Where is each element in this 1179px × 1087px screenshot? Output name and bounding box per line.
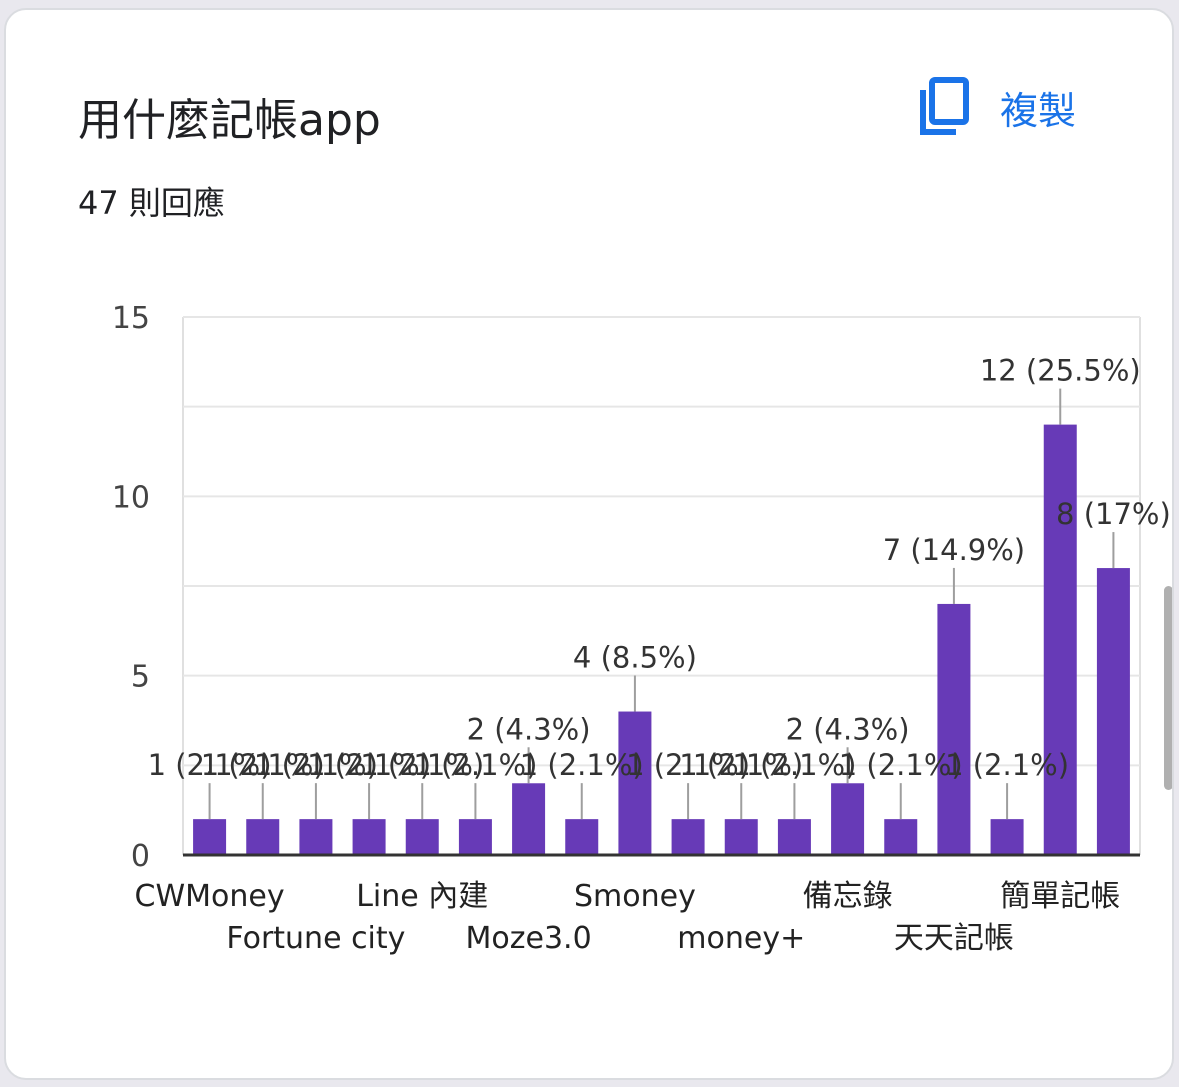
bar	[831, 783, 865, 855]
data-label: 1 (2.1%)	[413, 748, 537, 782]
data-label: 1 (2.1%)	[732, 748, 856, 782]
bar	[512, 783, 546, 855]
x-category-label: money+	[677, 921, 805, 956]
y-tick-label: 15	[112, 301, 150, 336]
bar	[299, 819, 333, 855]
x-category-label: Fortune city	[226, 921, 405, 956]
bar	[618, 711, 652, 855]
copy-button[interactable]: 複製	[918, 74, 1118, 140]
bar	[1043, 424, 1077, 855]
y-axis-ticks: 0 5 10 15	[112, 301, 150, 874]
data-label: 1 (2.1%)	[945, 748, 1069, 782]
x-category-label: 天天記帳	[894, 921, 1014, 956]
data-label: 12 (25.5%)	[980, 354, 1141, 388]
question-title: 用什麼記帳app	[78, 95, 381, 146]
data-label: 2 (4.3%)	[467, 712, 591, 746]
data-label: 1 (2.1%)	[679, 748, 803, 782]
bar	[193, 819, 227, 855]
data-label: 7 (14.9%)	[883, 533, 1025, 567]
bar	[990, 819, 1024, 855]
chart-card: 用什麼記帳app 47 則回應 複製	[4, 8, 1174, 1080]
data-label: 1 (2.1%)	[520, 748, 644, 782]
x-category-label: CWMoney	[135, 879, 285, 914]
data-label: 1 (2.1%)	[626, 748, 750, 782]
bar	[565, 819, 599, 855]
x-category-label: Line 內建	[356, 879, 488, 914]
data-label: 1 (2.1%)	[148, 748, 272, 782]
data-label: 1 (2.1%)	[360, 748, 484, 782]
data-label: 1 (2.1%)	[201, 748, 325, 782]
bar	[937, 603, 971, 855]
bar	[724, 819, 758, 855]
bar	[352, 819, 386, 855]
bar	[458, 819, 492, 855]
x-category-label: Smoney	[574, 879, 696, 914]
x-category-label: Moze3.0	[466, 921, 592, 956]
bar	[777, 819, 811, 855]
bar	[1096, 568, 1130, 855]
data-label: 2 (4.3%)	[786, 712, 910, 746]
data-label: 1 (2.1%)	[307, 748, 431, 782]
x-category-label: 備忘錄	[803, 879, 893, 914]
x-category-label: 簡單記帳	[1000, 879, 1120, 914]
data-labels: 1 (2.1%)1 (2.1%)1 (2.1%)1 (2.1%)1 (2.1%)…	[148, 354, 1171, 820]
bar	[405, 819, 439, 855]
x-axis-labels: CWMoney Fortune city Line 內建 Moze3.0 Smoney m…	[135, 879, 1121, 956]
data-label: 1 (2.1%)	[839, 748, 963, 782]
y-tick-label: 0	[131, 839, 150, 874]
bar	[246, 819, 280, 855]
y-tick-label: 10	[112, 480, 150, 515]
copy-icon	[920, 77, 969, 135]
data-label: 4 (8.5%)	[573, 641, 697, 675]
bars	[183, 424, 1140, 857]
scrollbar[interactable]	[1164, 586, 1172, 790]
copy-button-label: 複製	[1000, 88, 1077, 133]
data-label: 8 (17%)	[1056, 497, 1171, 531]
y-tick-label: 5	[131, 660, 150, 695]
bar	[884, 819, 918, 855]
bar	[671, 819, 705, 855]
data-label: 1 (2.1%)	[254, 748, 378, 782]
response-count: 47 則回應	[78, 184, 225, 222]
